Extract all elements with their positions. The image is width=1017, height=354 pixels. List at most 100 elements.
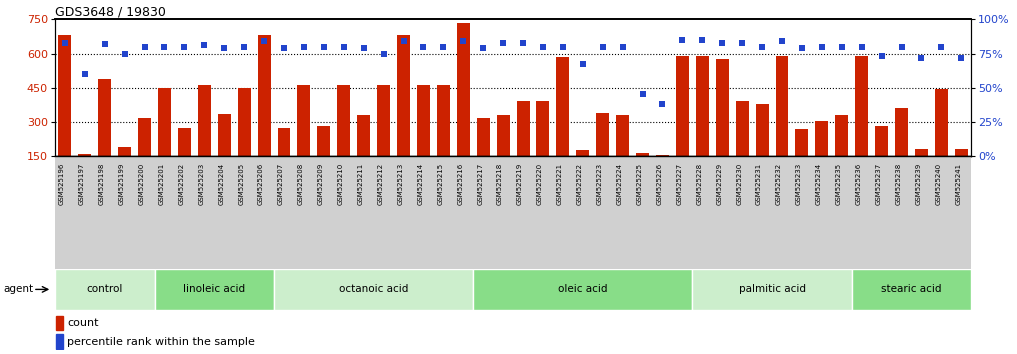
Point (97, 41, 113, 47)
Bar (636, 154, 649, 190)
Text: GSM525229: GSM525229 (716, 162, 722, 205)
Point (57, 40, 73, 45)
Text: GSM525216: GSM525216 (458, 162, 464, 205)
Bar (537, 101, 549, 190)
Bar (577, 150, 589, 190)
Bar (138, 118, 152, 190)
Point (315, 44, 332, 50)
Text: GSM525239: GSM525239 (915, 162, 921, 205)
Text: control: control (86, 284, 123, 295)
Text: GSM525196: GSM525196 (59, 162, 65, 205)
Text: GSM525208: GSM525208 (298, 162, 304, 205)
Text: GSM525240: GSM525240 (936, 162, 942, 205)
Text: GSM525211: GSM525211 (358, 162, 364, 205)
Point (595, 44, 611, 50)
Text: percentile rank within the sample: percentile rank within the sample (67, 337, 255, 347)
Text: GSM525217: GSM525217 (477, 162, 483, 205)
Text: GSM525232: GSM525232 (776, 162, 782, 205)
Bar (496, 115, 510, 190)
Text: GSM525222: GSM525222 (577, 162, 583, 205)
Bar (875, 126, 888, 190)
Point (456, 39, 472, 44)
Text: GSM525204: GSM525204 (219, 162, 224, 205)
Point (734, 40, 751, 45)
Text: GSM525198: GSM525198 (99, 162, 105, 205)
Text: GSM525201: GSM525201 (159, 162, 165, 205)
Point (375, 51, 392, 56)
Text: GSM525241: GSM525241 (955, 162, 961, 205)
Bar (955, 149, 968, 190)
Bar (716, 59, 729, 190)
Bar (437, 85, 450, 190)
Bar (915, 149, 928, 190)
Bar (855, 56, 869, 190)
Text: GSM525233: GSM525233 (796, 162, 802, 205)
Text: GSM525238: GSM525238 (896, 162, 901, 205)
Point (136, 44, 153, 50)
Point (117, 51, 133, 56)
Text: GDS3648 / 19830: GDS3648 / 19830 (55, 5, 166, 18)
Point (276, 45, 292, 51)
Bar (55, 269, 155, 310)
Text: GSM525220: GSM525220 (537, 162, 543, 205)
Text: GSM525202: GSM525202 (178, 162, 184, 205)
Point (157, 44, 173, 50)
Bar (158, 88, 171, 190)
Bar (198, 85, 211, 190)
Bar (357, 115, 370, 190)
Bar (477, 118, 489, 190)
Point (76, 71, 93, 77)
Text: GSM525209: GSM525209 (318, 162, 323, 205)
Text: GSM525203: GSM525203 (198, 162, 204, 205)
Point (893, 44, 909, 50)
Bar (397, 35, 410, 190)
Bar (696, 56, 709, 190)
Text: GSM525213: GSM525213 (398, 162, 404, 205)
Point (794, 45, 811, 51)
Bar (155, 269, 274, 310)
Bar (218, 114, 231, 190)
Point (415, 44, 431, 50)
Text: GSM525223: GSM525223 (597, 162, 603, 205)
Text: GSM525235: GSM525235 (836, 162, 842, 205)
Bar (78, 154, 92, 190)
Text: GSM525212: GSM525212 (377, 162, 383, 205)
Bar (56, 316, 63, 330)
Bar (835, 115, 848, 190)
Bar (851, 269, 971, 310)
Text: GSM525219: GSM525219 (517, 162, 523, 205)
Bar (517, 101, 530, 190)
Bar (58, 35, 71, 190)
Point (216, 45, 232, 51)
Text: oleic acid: oleic acid (558, 284, 607, 295)
Text: GSM525197: GSM525197 (78, 162, 84, 205)
Point (296, 44, 312, 50)
Text: GSM525199: GSM525199 (119, 162, 125, 205)
Bar (676, 56, 689, 190)
Bar (338, 85, 350, 190)
Bar (656, 155, 669, 190)
Bar (596, 113, 609, 190)
Point (554, 44, 571, 50)
Text: GSM525218: GSM525218 (497, 162, 503, 205)
Bar (795, 129, 809, 190)
Point (336, 44, 352, 50)
Text: GSM525227: GSM525227 (676, 162, 682, 205)
Bar (257, 35, 271, 190)
Bar (616, 115, 630, 190)
Bar (816, 121, 828, 190)
Text: GSM525221: GSM525221 (557, 162, 562, 205)
Bar (417, 85, 430, 190)
Point (814, 44, 830, 50)
Text: GSM525226: GSM525226 (657, 162, 662, 205)
Text: GSM525230: GSM525230 (736, 162, 742, 205)
Text: GSM525224: GSM525224 (616, 162, 622, 205)
Point (535, 44, 551, 50)
Bar (776, 56, 788, 190)
Point (754, 44, 770, 50)
Point (654, 101, 670, 107)
Point (356, 45, 372, 51)
Point (196, 42, 213, 48)
Point (913, 55, 930, 61)
Text: linoleic acid: linoleic acid (183, 284, 245, 295)
